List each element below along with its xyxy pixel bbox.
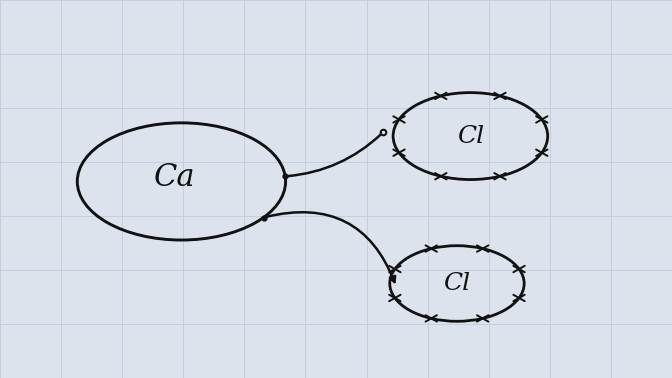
FancyArrowPatch shape: [266, 212, 395, 282]
FancyArrowPatch shape: [288, 134, 381, 176]
Text: Cl: Cl: [457, 125, 484, 147]
Text: Ca: Ca: [154, 162, 196, 193]
Text: Cl: Cl: [444, 272, 470, 295]
